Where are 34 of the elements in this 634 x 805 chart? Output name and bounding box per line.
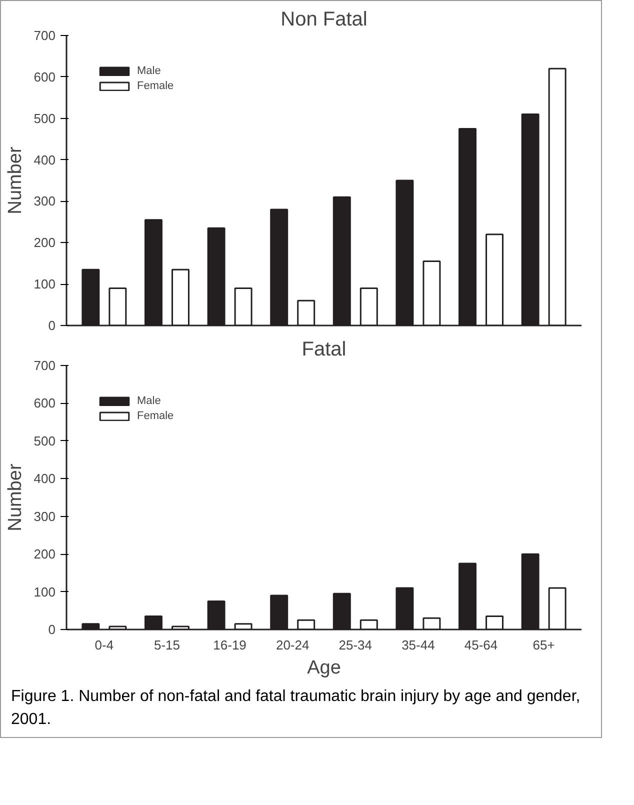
y-tick-label: 500 bbox=[34, 433, 56, 448]
chart-title: Non Fatal bbox=[280, 8, 368, 30]
y-tick-label: 0 bbox=[48, 622, 56, 637]
y-tick-label: 600 bbox=[34, 396, 56, 411]
y-tick-label: 100 bbox=[34, 276, 56, 292]
y-tick-label: 700 bbox=[34, 358, 56, 373]
y-tick-label: 200 bbox=[34, 235, 56, 250]
x-tick-label: 20-24 bbox=[276, 638, 310, 652]
legend-label: Female bbox=[137, 80, 174, 92]
chart-title: Fatal bbox=[302, 338, 346, 360]
y-tick-label: 300 bbox=[34, 194, 56, 209]
y-axis-title: Number bbox=[4, 463, 26, 532]
y-tick-label: 300 bbox=[34, 508, 56, 524]
x-tick-label: 0-4 bbox=[94, 638, 114, 652]
x-tick-label: 5-15 bbox=[154, 638, 180, 652]
caption: Figure 1. Number of non-fatal and fatal traumatic brain injury by age and gender, 2001. bbox=[11, 687, 582, 730]
y-tick-label: 600 bbox=[34, 69, 56, 84]
x-tick-label: 25-34 bbox=[338, 638, 372, 652]
y-tick-label: 500 bbox=[34, 110, 56, 126]
x-tick-label: 65+ bbox=[532, 638, 555, 652]
legend-label: Male bbox=[137, 65, 161, 77]
y-tick-label: 100 bbox=[34, 584, 56, 600]
legend-label: Female bbox=[137, 410, 174, 422]
legend-label: Male bbox=[137, 395, 161, 407]
y-tick-label: 200 bbox=[34, 546, 56, 562]
x-tick-label: 35-44 bbox=[402, 638, 435, 652]
y-tick-label: 400 bbox=[34, 152, 56, 168]
x-axis-title: Age bbox=[307, 658, 341, 678]
y-tick-label: 0 bbox=[48, 318, 56, 333]
y-tick-label: 700 bbox=[34, 28, 56, 43]
y-tick-label: 400 bbox=[34, 471, 56, 486]
x-tick-label: 45-64 bbox=[464, 638, 498, 652]
x-tick-label: 16-19 bbox=[213, 638, 246, 652]
y-axis-title: Number bbox=[4, 146, 26, 214]
